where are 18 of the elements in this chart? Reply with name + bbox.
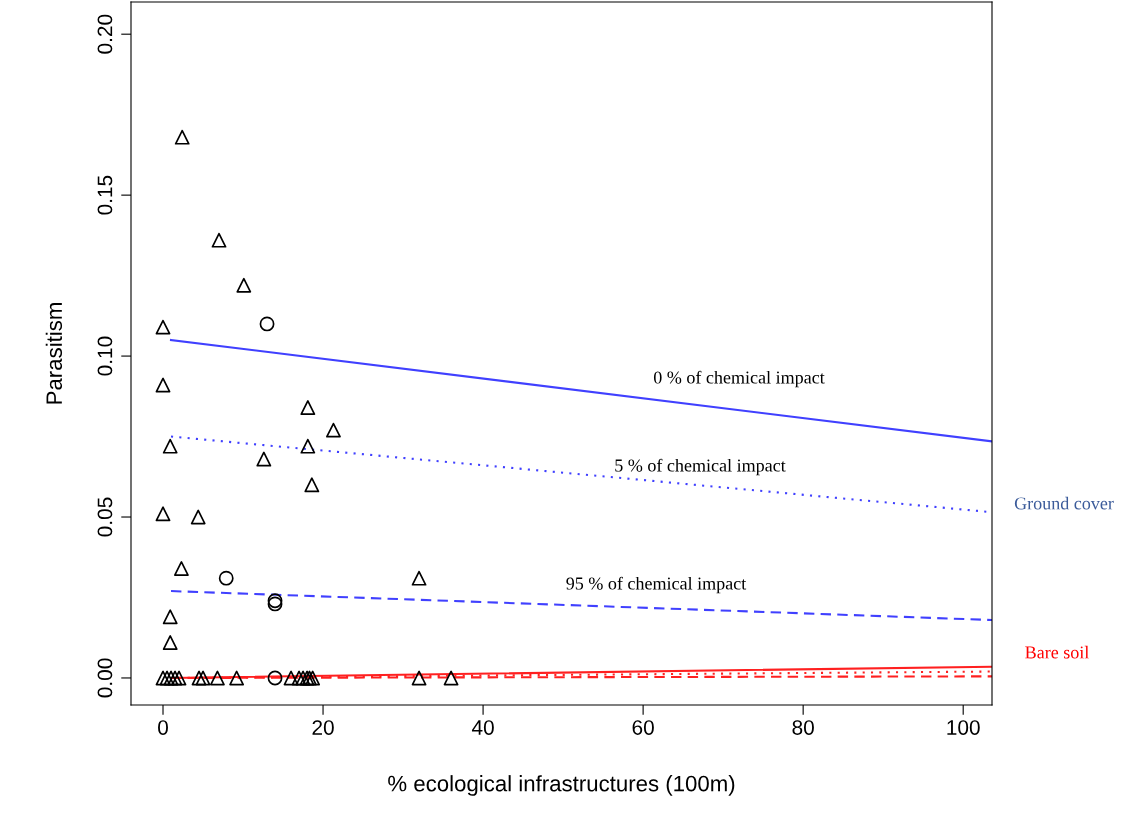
annotation: 0 % of chemical impact [653, 370, 825, 388]
y-axis-title: Parasitism [45, 303, 63, 404]
y-tick-label: 0.00 [97, 658, 113, 698]
y-tick-label: 0.15 [97, 175, 113, 215]
x-tick-label: 40 [471, 720, 494, 735]
x-tick-label: 20 [312, 720, 334, 735]
annotation: 5 % of chemical impact [615, 458, 786, 476]
x-tick-label: 100 [947, 720, 980, 735]
y-tick-label: 0.10 [97, 336, 113, 376]
text: Ground cover [1014, 496, 1114, 510]
x-tick-label: 60 [632, 720, 654, 735]
x-tick-label: 0 [158, 720, 168, 735]
text: Bare soil [1025, 645, 1089, 659]
x-axis-title: % ecological infrastructures (100m) [388, 775, 735, 796]
x-tick-label: 80 [792, 720, 814, 735]
y-tick-label: 0.05 [97, 497, 113, 537]
y-tick-label: 0.20 [97, 14, 113, 54]
annotation: 95 % of chemical impact [566, 576, 747, 594]
